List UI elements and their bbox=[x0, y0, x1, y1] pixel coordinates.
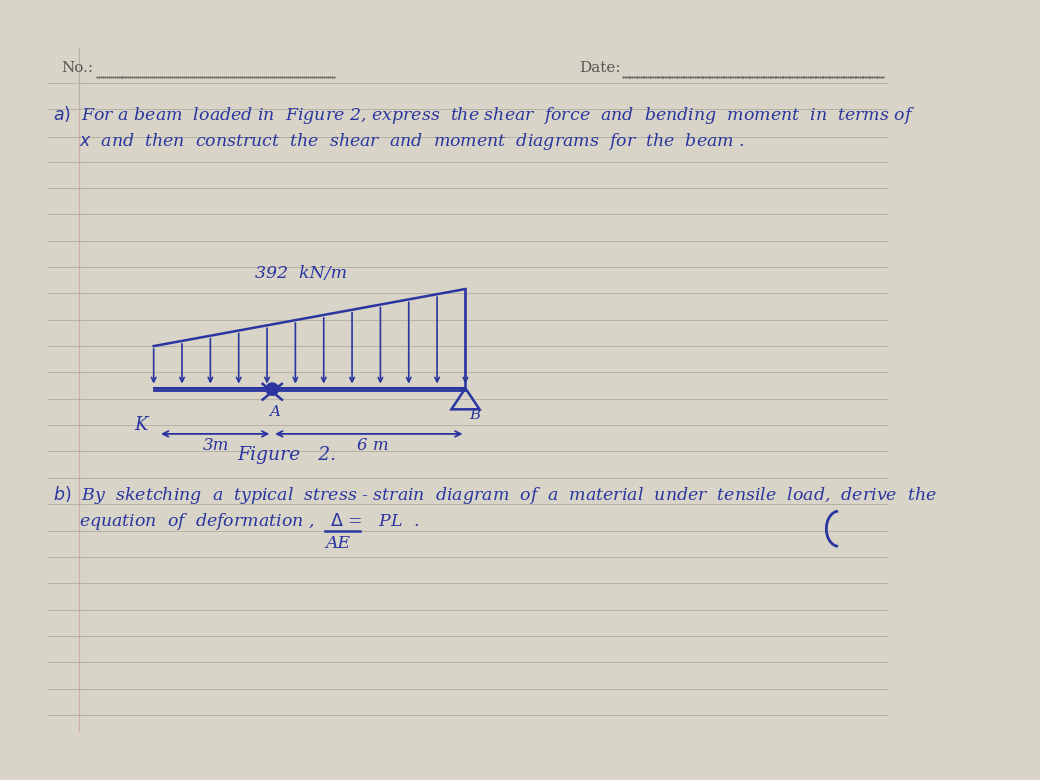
Text: 3m: 3m bbox=[203, 437, 229, 454]
Text: 6 m: 6 m bbox=[357, 437, 388, 454]
Text: A: A bbox=[268, 406, 280, 420]
Text: $a)$  For a beam  loaded in  Figure 2, express  the shear  force  and  bending  : $a)$ For a beam loaded in Figure 2, expr… bbox=[53, 105, 915, 126]
Text: 392  kN/m: 392 kN/m bbox=[255, 265, 346, 282]
Text: AE: AE bbox=[324, 535, 350, 552]
Text: Figure   2.: Figure 2. bbox=[237, 446, 336, 464]
Text: No.:: No.: bbox=[61, 61, 94, 75]
Text: B: B bbox=[469, 408, 480, 422]
Text: Date:: Date: bbox=[579, 61, 621, 75]
Text: K: K bbox=[134, 417, 148, 434]
Text: equation  of  deformation ,   $\Delta$ =   PL  .: equation of deformation , $\Delta$ = PL … bbox=[79, 511, 419, 532]
Text: $b)$  By  sketching  a  typical  stress - strain  diagram  of  a  material  unde: $b)$ By sketching a typical stress - str… bbox=[53, 484, 937, 505]
Circle shape bbox=[266, 383, 279, 395]
Text: $x$  and  then  construct  the  shear  and  moment  diagrams  for  the  beam .: $x$ and then construct the shear and mom… bbox=[79, 131, 745, 152]
